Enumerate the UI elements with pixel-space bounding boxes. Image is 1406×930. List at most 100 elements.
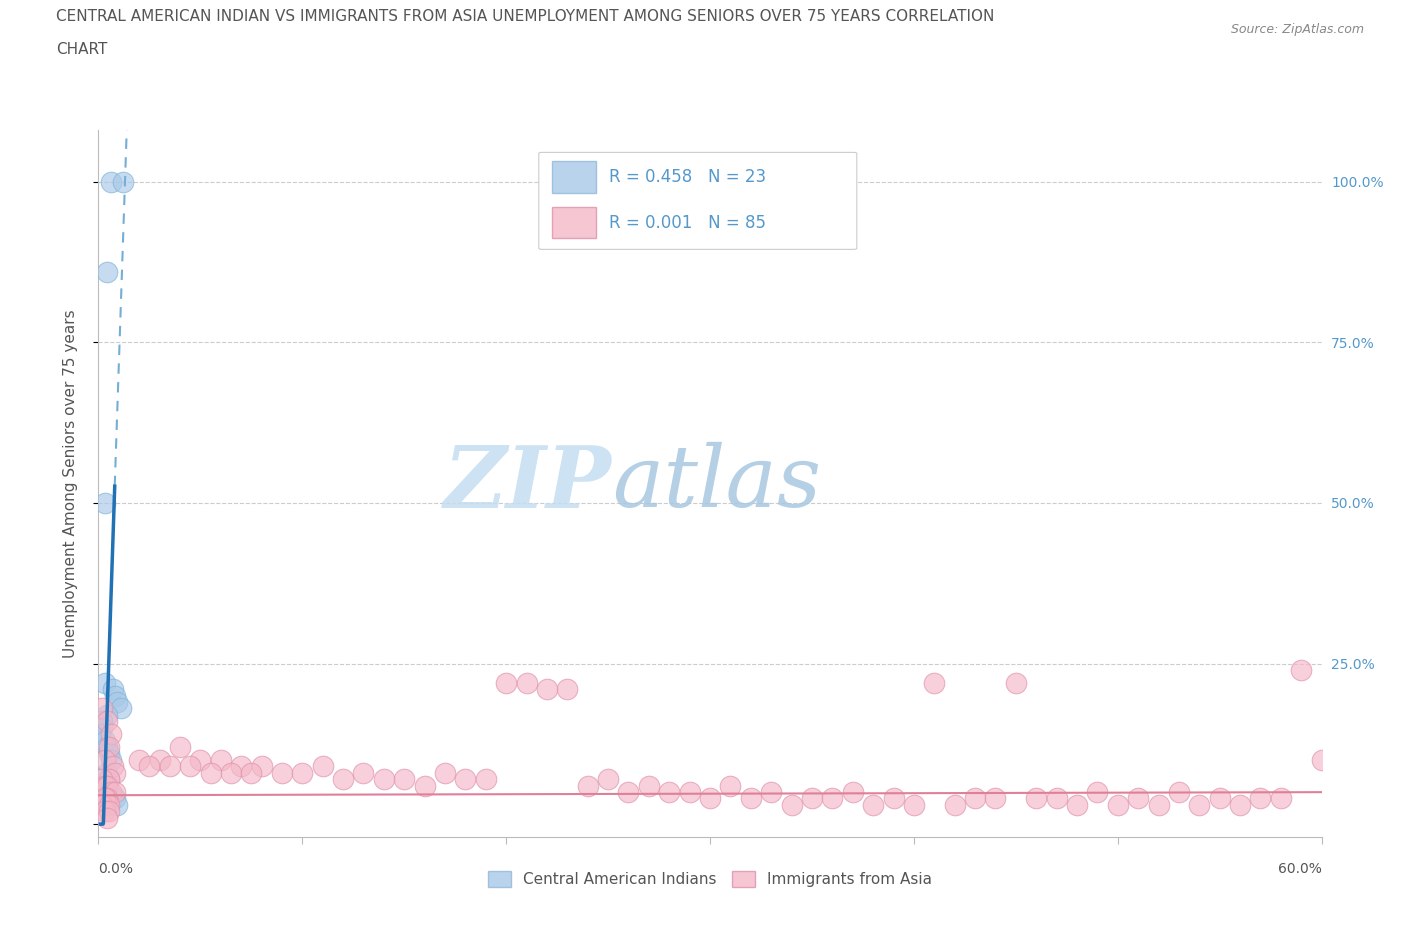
Point bbox=[1209, 791, 1232, 806]
Point bbox=[841, 785, 863, 800]
Point bbox=[110, 701, 132, 716]
Point bbox=[1004, 675, 1026, 690]
Point bbox=[100, 726, 122, 741]
Point bbox=[91, 721, 114, 736]
Point bbox=[373, 772, 395, 787]
Point bbox=[943, 797, 966, 812]
Point bbox=[100, 174, 122, 189]
Point bbox=[1188, 797, 1211, 812]
Point bbox=[93, 791, 115, 806]
Point bbox=[96, 714, 118, 729]
Point bbox=[96, 765, 118, 780]
Point bbox=[1107, 797, 1129, 812]
Point bbox=[883, 791, 905, 806]
Point bbox=[219, 765, 242, 780]
Point bbox=[231, 759, 253, 774]
Point bbox=[104, 688, 127, 703]
Point bbox=[96, 810, 118, 825]
Point bbox=[91, 778, 114, 793]
Point bbox=[638, 778, 661, 793]
Point bbox=[821, 791, 844, 806]
Point bbox=[965, 791, 987, 806]
Point bbox=[454, 772, 477, 787]
Point bbox=[1066, 797, 1088, 812]
Point bbox=[200, 765, 222, 780]
Point bbox=[1085, 785, 1108, 800]
Text: CENTRAL AMERICAN INDIAN VS IMMIGRANTS FROM ASIA UNEMPLOYMENT AMONG SENIORS OVER : CENTRAL AMERICAN INDIAN VS IMMIGRANTS FR… bbox=[56, 9, 994, 24]
Point bbox=[1249, 791, 1271, 806]
Point bbox=[91, 701, 114, 716]
Point bbox=[1270, 791, 1292, 806]
Point bbox=[104, 791, 127, 806]
Point bbox=[97, 772, 120, 787]
Point bbox=[91, 714, 114, 729]
Point bbox=[179, 759, 201, 774]
Point bbox=[97, 746, 120, 761]
Point bbox=[291, 765, 314, 780]
Point bbox=[169, 739, 191, 754]
Point bbox=[101, 759, 124, 774]
Point bbox=[1229, 797, 1251, 812]
Point bbox=[89, 726, 111, 741]
Text: atlas: atlas bbox=[612, 443, 821, 525]
Point bbox=[111, 174, 134, 189]
Point bbox=[862, 797, 884, 812]
Point bbox=[658, 785, 681, 800]
Point bbox=[679, 785, 702, 800]
Text: 0.0%: 0.0% bbox=[98, 862, 134, 876]
Point bbox=[100, 785, 122, 800]
Point bbox=[495, 675, 517, 690]
Point bbox=[984, 791, 1007, 806]
Point bbox=[516, 675, 538, 690]
Point bbox=[1025, 791, 1047, 806]
Point bbox=[149, 752, 172, 767]
Text: ZIP: ZIP bbox=[444, 442, 612, 525]
Legend: Central American Indians, Immigrants from Asia: Central American Indians, Immigrants fro… bbox=[482, 865, 938, 893]
Point bbox=[1310, 752, 1333, 767]
Point bbox=[352, 765, 374, 780]
Point bbox=[801, 791, 824, 806]
Point bbox=[188, 752, 212, 767]
Point bbox=[576, 778, 599, 793]
Point bbox=[91, 797, 114, 812]
Point bbox=[97, 772, 120, 787]
Point bbox=[96, 791, 118, 806]
Point bbox=[1167, 785, 1189, 800]
Point bbox=[93, 496, 115, 511]
Point bbox=[1291, 662, 1313, 677]
Point bbox=[761, 785, 783, 800]
Point bbox=[1128, 791, 1150, 806]
Point bbox=[434, 765, 457, 780]
Point bbox=[474, 772, 498, 787]
Point bbox=[97, 739, 120, 754]
Point bbox=[557, 682, 579, 697]
Point bbox=[96, 778, 118, 793]
Text: 60.0%: 60.0% bbox=[1278, 862, 1322, 876]
Point bbox=[138, 759, 160, 774]
Point bbox=[922, 675, 945, 690]
Point bbox=[101, 682, 124, 697]
Point bbox=[1045, 791, 1069, 806]
Point bbox=[104, 785, 127, 800]
Point bbox=[91, 772, 114, 787]
Point bbox=[128, 752, 150, 767]
Point bbox=[104, 765, 127, 780]
Point bbox=[1147, 797, 1170, 812]
Point bbox=[903, 797, 925, 812]
Y-axis label: Unemployment Among Seniors over 75 years: Unemployment Among Seniors over 75 years bbox=[63, 310, 77, 658]
Point bbox=[100, 752, 122, 767]
Point bbox=[93, 733, 115, 748]
Point bbox=[720, 778, 742, 793]
Point bbox=[413, 778, 436, 793]
Point bbox=[93, 675, 115, 690]
Text: Source: ZipAtlas.com: Source: ZipAtlas.com bbox=[1230, 23, 1364, 36]
Point bbox=[312, 759, 335, 774]
Point bbox=[97, 797, 120, 812]
Point bbox=[159, 759, 181, 774]
Point bbox=[209, 752, 232, 767]
Point bbox=[96, 708, 118, 723]
Point bbox=[96, 739, 118, 754]
Point bbox=[105, 797, 128, 812]
Point bbox=[97, 804, 120, 818]
Point bbox=[250, 759, 273, 774]
